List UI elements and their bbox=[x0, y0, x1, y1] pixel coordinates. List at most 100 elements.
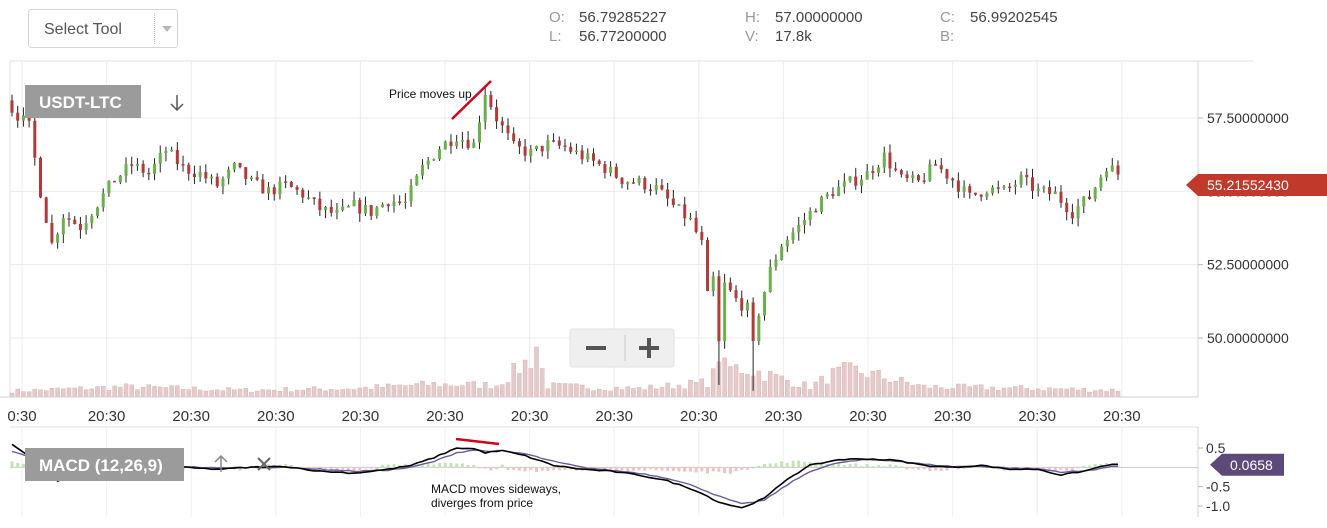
candle-down bbox=[238, 162, 242, 168]
candle-down bbox=[854, 176, 858, 186]
candle-down bbox=[130, 164, 134, 166]
macd-histogram-bar bbox=[609, 467, 613, 471]
volume-bar bbox=[887, 381, 893, 398]
candle-up bbox=[1093, 187, 1097, 200]
candle-down bbox=[50, 222, 54, 243]
volume-bar bbox=[539, 368, 545, 398]
candle-down bbox=[398, 201, 402, 204]
macd-histogram-bar bbox=[820, 462, 824, 468]
macd-histogram-bar bbox=[529, 467, 533, 471]
candle-up bbox=[363, 205, 367, 214]
candle-up bbox=[249, 177, 253, 180]
volume-bar bbox=[38, 389, 43, 398]
volume-bar bbox=[859, 373, 864, 398]
volume-bar bbox=[1053, 388, 1058, 398]
macd-histogram-bar bbox=[1087, 465, 1091, 468]
candle-up bbox=[107, 180, 111, 194]
select-tool-dropdown[interactable]: Select Tool bbox=[28, 9, 178, 48]
volume-bar bbox=[351, 389, 357, 398]
candle-down bbox=[592, 153, 596, 161]
volume-bar bbox=[676, 384, 682, 398]
candle-up bbox=[227, 169, 231, 179]
volume-bar bbox=[89, 388, 95, 398]
volume-bar bbox=[534, 346, 539, 398]
volume-bar bbox=[311, 386, 317, 398]
macd-histogram-bar bbox=[403, 463, 407, 468]
volume-bar bbox=[545, 388, 551, 398]
chevron-down-icon[interactable] bbox=[162, 26, 172, 32]
volume-bar bbox=[300, 389, 306, 398]
macd-line bbox=[11, 443, 1118, 509]
volume-bar bbox=[334, 389, 340, 398]
macd-histogram-bar bbox=[934, 467, 938, 471]
volume-bar bbox=[1041, 390, 1047, 398]
volume-bar bbox=[249, 391, 254, 398]
candle-down bbox=[1087, 196, 1091, 200]
price-grid bbox=[9, 60, 1253, 517]
candle-down bbox=[141, 163, 145, 173]
macd-tick-label: -1.0 bbox=[1206, 498, 1230, 514]
candle-up bbox=[1099, 177, 1103, 188]
volume-bar bbox=[921, 384, 927, 398]
candle-up bbox=[586, 153, 590, 160]
candle-up bbox=[529, 149, 533, 156]
volume-bar bbox=[106, 390, 112, 398]
candle-down bbox=[500, 121, 504, 126]
macd-histogram-bar bbox=[449, 462, 453, 468]
arrow-down-icon[interactable] bbox=[170, 95, 184, 112]
volume-bar bbox=[266, 389, 271, 398]
volume-bar bbox=[596, 388, 602, 398]
candle-down bbox=[329, 206, 333, 213]
candle-up bbox=[842, 181, 846, 187]
macd-label: MACD (12,26,9) bbox=[39, 456, 163, 475]
candle-down bbox=[706, 240, 710, 291]
candle-down bbox=[113, 180, 117, 183]
macd-annotation-line-2: diverges from price bbox=[431, 496, 533, 510]
volume-bar bbox=[488, 388, 494, 398]
macd-histogram-bar bbox=[859, 466, 863, 468]
close-icon[interactable] bbox=[257, 457, 271, 471]
time-tick-label: 20:30 bbox=[680, 408, 718, 425]
current-price-label: 55.21552430 bbox=[1207, 177, 1289, 193]
macd-histogram-bar bbox=[996, 467, 1000, 470]
candle-up bbox=[335, 209, 339, 213]
close-shape bbox=[257, 457, 271, 471]
macd-histogram-bar bbox=[620, 467, 624, 471]
macd-current-tag bbox=[1210, 453, 1284, 476]
macd-histogram-bar bbox=[899, 466, 903, 468]
candle-down bbox=[979, 194, 983, 197]
candle-up bbox=[324, 206, 328, 211]
macd-histogram-bar bbox=[865, 464, 869, 468]
volume-bar bbox=[1075, 389, 1081, 398]
macd-histogram-bar bbox=[324, 467, 328, 470]
arrow-up-icon[interactable] bbox=[214, 454, 228, 472]
candle-down bbox=[717, 276, 721, 342]
volume-bar bbox=[129, 384, 134, 398]
candle-up bbox=[1019, 174, 1023, 185]
candle-down bbox=[1025, 174, 1029, 178]
candle-down bbox=[495, 107, 499, 122]
volume-bar bbox=[146, 384, 152, 398]
macd-histogram-bar bbox=[677, 467, 681, 472]
macd-current-label: 0.0658 bbox=[1230, 457, 1273, 473]
volume-bar bbox=[1070, 387, 1075, 398]
candle-down bbox=[10, 100, 14, 113]
macd-histogram-bar bbox=[489, 467, 493, 471]
macd-histogram-bar bbox=[432, 464, 436, 468]
minus-icon[interactable] bbox=[586, 346, 606, 350]
minus-shape bbox=[586, 346, 606, 350]
macd-histogram-bar bbox=[854, 463, 858, 468]
candle-down bbox=[318, 198, 322, 211]
candle-down bbox=[1116, 165, 1120, 175]
candle-down bbox=[620, 177, 624, 185]
candle-up bbox=[1036, 188, 1040, 191]
macd-lines bbox=[10, 443, 1198, 509]
plus-icon[interactable] bbox=[639, 338, 659, 358]
close-label: C: bbox=[940, 9, 955, 26]
candle-down bbox=[552, 140, 556, 142]
macd-histogram-bar bbox=[1082, 465, 1086, 468]
volume-bar bbox=[83, 389, 89, 398]
candle-down bbox=[73, 219, 77, 224]
open-label: O: bbox=[549, 9, 565, 26]
